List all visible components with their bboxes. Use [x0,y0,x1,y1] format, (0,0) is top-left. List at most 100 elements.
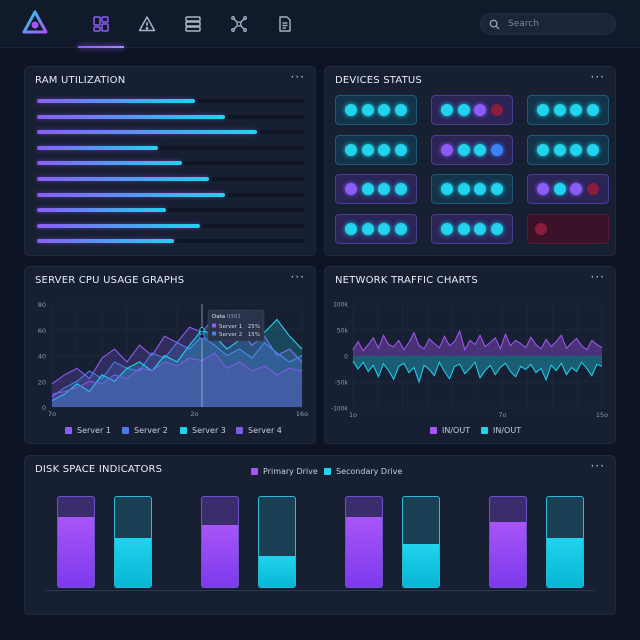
device-status-dot [535,222,547,235]
device-status-dot [536,183,549,195]
device-status-dot [474,222,487,235]
primary-drive-fill [346,516,382,587]
y-tick-label: 40 [38,353,46,361]
secondary-drive-fill [259,556,295,587]
cpu-legend-item[interactable]: Server 3 [180,426,226,435]
nav-alerts[interactable] [124,0,170,48]
device-status-dot [344,143,357,156]
ram-bar-track [37,192,305,197]
search-placeholder: Search [508,19,539,29]
network-more-button[interactable]: ··· [590,270,605,284]
cpu-legend-item[interactable]: Server 4 [236,426,282,435]
device-card[interactable] [335,134,417,165]
ram-bar-track [37,161,305,166]
legend-swatch [251,468,258,475]
device-status-dot [491,183,504,195]
device-status-dot [491,222,504,235]
primary-drive-bar[interactable] [345,496,383,588]
ram-bar-fill [37,99,196,103]
tooltip-row-label: Server 1 [219,324,242,330]
device-status-dot [344,222,357,235]
device-card[interactable] [335,213,417,244]
secondary-drive-fill [115,537,151,587]
primary-drive-bar[interactable] [201,496,239,588]
y-tick-label: -100k [331,406,349,413]
y-tick-label: -50k [335,380,349,387]
y-tick-label: 0 [42,404,46,412]
disk-more-button[interactable]: ··· [590,459,605,473]
device-status-dot [395,104,408,116]
nav-reports[interactable] [262,0,308,48]
network-legend-item[interactable]: IN/OUT [430,426,470,435]
device-card[interactable] [431,174,513,204]
x-tick-label: 15o [596,411,608,419]
legend-swatch [481,427,488,434]
device-status-dot [361,104,374,116]
device-card[interactable] [335,95,417,125]
legend-label: Server 4 [248,426,282,435]
cpu-more-button[interactable]: ··· [290,270,305,284]
device-status-dot [474,183,487,195]
nav-dashboard[interactable] [78,0,124,48]
device-card[interactable] [527,134,609,165]
disk-legend-item[interactable]: Primary Drive [251,467,318,476]
triangle-logo-icon[interactable] [22,10,48,36]
nav-servers[interactable] [170,0,216,48]
device-card[interactable] [527,213,609,244]
device-card[interactable] [527,95,609,125]
legend-swatch [65,427,72,434]
cpu-legend-item[interactable]: Server 1 [65,426,111,435]
device-card[interactable] [431,213,513,244]
device-status-dot [570,143,583,156]
device-status-dot [491,104,504,116]
device-status-dot [395,143,408,156]
cpu-panel: SERVER CPU USAGE GRAPHS ··· 0 20 40 60 80 7o 2… [24,266,316,444]
ram-bar-track [37,130,305,135]
server-icon [185,16,201,32]
disk-legend-item[interactable]: Secondary Drive [324,467,402,476]
search-input[interactable]: Search [480,13,616,35]
tooltip-title: Data 0301 [212,314,241,320]
secondary-drive-bar[interactable] [114,496,152,588]
x-tick-label: 16o [296,410,308,418]
device-status-dot [378,183,391,195]
x-tick-label: 2o [190,410,198,418]
secondary-drive-bar[interactable] [402,496,440,588]
device-status-dot [440,143,453,156]
device-status-dot [361,143,374,156]
dashboard-icon [93,16,109,32]
device-status-dot [378,104,391,116]
crosshair-point [199,333,205,339]
primary-drive-bar[interactable] [57,496,95,588]
top-bar: Search [0,0,640,48]
nav-network[interactable] [216,0,262,48]
device-card[interactable] [335,174,417,204]
cpu-chart[interactable]: 0 20 40 60 80 7o 2o 16o Data 0301 Server 1 25% Serv… [25,267,317,445]
device-status-dot [553,143,566,156]
secondary-drive-bar[interactable] [258,496,296,588]
device-status-dot [344,183,357,195]
y-tick-label: 0 [344,354,348,361]
secondary-drive-bar[interactable] [546,496,584,588]
device-card[interactable] [431,95,513,125]
network-legend-item[interactable]: IN/OUT [481,426,521,435]
cpu-title: SERVER CPU USAGE GRAPHS [35,275,185,286]
devices-more-button[interactable]: ··· [590,70,605,84]
tooltip-row-value: 25% [248,324,260,330]
device-status-dot [361,222,374,235]
y-tick-label: 20 [38,378,46,386]
device-status-dot [440,104,453,116]
ram-bar-fill [37,192,225,197]
device-card[interactable] [527,174,609,204]
device-status-dot [587,104,600,116]
device-status-dot [457,143,470,156]
ram-more-button[interactable]: ··· [290,70,305,84]
disk-panel: DISK SPACE INDICATORS ··· Primary Drive S… [24,455,616,615]
device-status-dot [440,183,453,195]
cpu-line-server-2 [51,335,303,398]
cpu-legend-item[interactable]: Server 2 [122,426,168,435]
device-card[interactable] [431,134,513,165]
device-status-dot [536,143,549,156]
primary-drive-bar[interactable] [489,496,527,588]
